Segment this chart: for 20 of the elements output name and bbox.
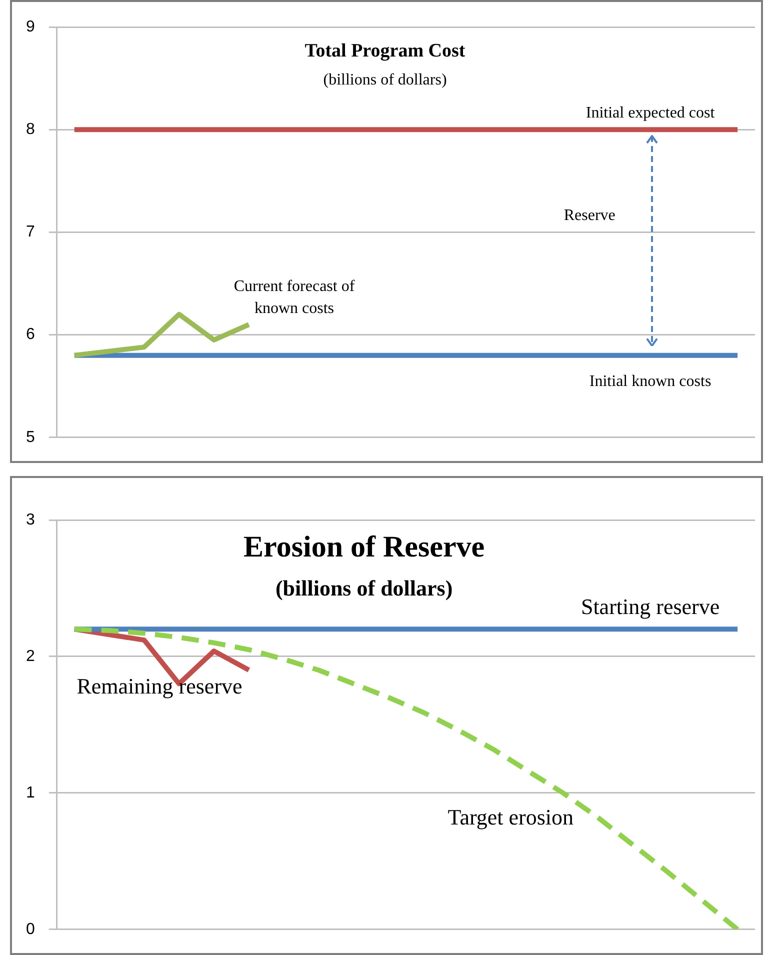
annotation: Reserve: [564, 206, 616, 224]
text: (billions of dollars): [323, 72, 447, 89]
y-tick-label: 7: [26, 224, 35, 241]
y-tick-label: 2: [26, 648, 35, 665]
y-tick-label: 8: [26, 121, 35, 138]
series-label: Target erosion: [448, 804, 574, 830]
y-tick-label: 5: [26, 428, 35, 446]
series-label: Remaining reserve: [76, 674, 242, 699]
y-tick-label: 1: [26, 784, 35, 802]
y-tick-label: 0: [26, 920, 35, 938]
text: Total Program Cost: [304, 40, 466, 62]
y-tick-label: 9: [26, 18, 35, 36]
y-tick-label: 6: [26, 326, 35, 344]
series-label: Starting reserve: [580, 594, 720, 619]
series-label: Initial expected cost: [586, 104, 716, 122]
y-tick-label: 3: [26, 511, 35, 528]
text: (billions of dollars): [275, 575, 453, 600]
chart-title: Erosion of Reserve: [244, 530, 485, 564]
series-label: Initial known costs: [589, 373, 712, 390]
series-label: Current forecast of known costs: [234, 278, 356, 318]
